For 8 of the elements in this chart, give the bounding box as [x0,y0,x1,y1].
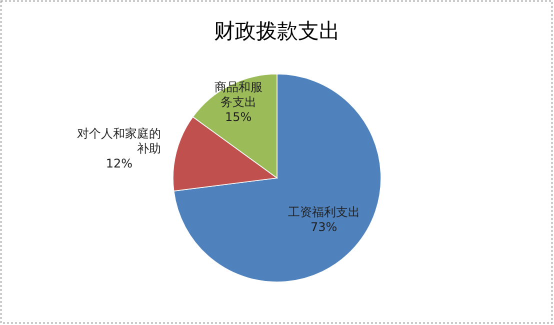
data-label: 15% [224,110,252,124]
pie-slice [173,74,382,282]
slice-label: 对个人和家庭的补助 [77,126,162,156]
slice-label: 工资福利支出 [288,204,360,219]
chart-title: 财政拨款支出 [214,19,340,43]
data-label: 73% [310,220,338,234]
data-label: 12% [106,156,132,170]
slice-label: 商品和服务支出 [214,80,262,110]
